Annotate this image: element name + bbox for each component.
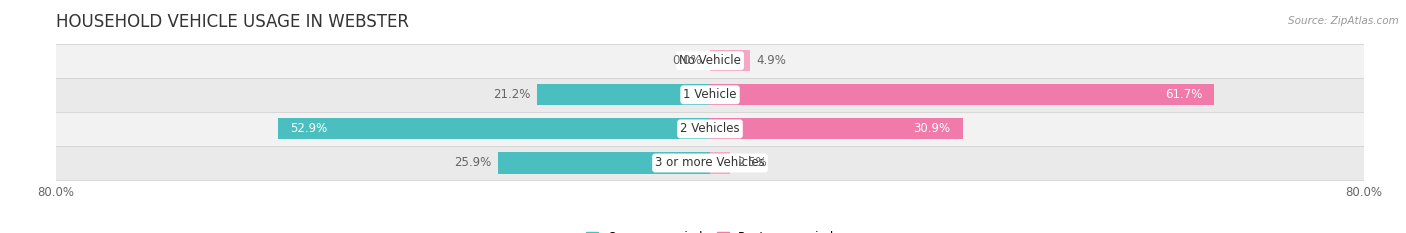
Text: 52.9%: 52.9%	[290, 122, 328, 135]
Bar	[537, 84, 710, 105]
Bar	[56, 146, 1364, 180]
Bar	[278, 118, 710, 140]
Text: 25.9%: 25.9%	[454, 157, 492, 169]
Legend: Owner-occupied, Renter-occupied: Owner-occupied, Renter-occupied	[581, 226, 839, 233]
Text: 21.2%: 21.2%	[494, 88, 530, 101]
Text: Source: ZipAtlas.com: Source: ZipAtlas.com	[1288, 16, 1399, 26]
Text: HOUSEHOLD VEHICLE USAGE IN WEBSTER: HOUSEHOLD VEHICLE USAGE IN WEBSTER	[56, 13, 409, 31]
Text: 4.9%: 4.9%	[756, 54, 786, 67]
Text: 2 Vehicles: 2 Vehicles	[681, 122, 740, 135]
Text: 2.5%: 2.5%	[737, 157, 766, 169]
Bar	[56, 44, 1364, 78]
Bar	[56, 112, 1364, 146]
Text: 30.9%: 30.9%	[912, 122, 950, 135]
Text: No Vehicle: No Vehicle	[679, 54, 741, 67]
Bar	[710, 50, 749, 71]
Bar	[710, 84, 1215, 105]
Text: 3 or more Vehicles: 3 or more Vehicles	[655, 157, 765, 169]
Bar	[710, 118, 963, 140]
Text: 0.0%: 0.0%	[672, 54, 702, 67]
Text: 1 Vehicle: 1 Vehicle	[683, 88, 737, 101]
Text: 61.7%: 61.7%	[1164, 88, 1202, 101]
Bar	[710, 152, 731, 174]
Bar	[498, 152, 710, 174]
Bar	[56, 78, 1364, 112]
